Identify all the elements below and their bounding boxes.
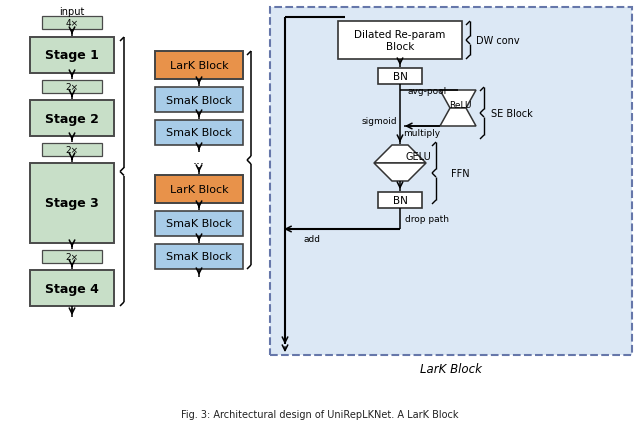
Polygon shape [440,109,476,127]
Text: drop path: drop path [405,215,449,224]
Bar [42,81,102,94]
Text: 2×: 2× [65,146,79,155]
Text: SE Block: SE Block [491,109,533,119]
Text: ReLU: ReLU [449,100,471,109]
Polygon shape [374,146,426,164]
Bar [42,144,102,157]
Text: SmaK Block: SmaK Block [166,128,232,138]
Text: multiply: multiply [403,128,440,137]
Text: GELU: GELU [405,152,431,161]
Text: Stage 3: Stage 3 [45,197,99,210]
Bar [42,250,102,263]
Text: avg-pool: avg-pool [408,87,447,96]
Bar [155,245,243,269]
Text: Dilated Re-param: Dilated Re-param [355,30,445,40]
Text: Stage 1: Stage 1 [45,49,99,62]
Text: ...: ... [193,154,205,167]
Text: SmaK Block: SmaK Block [166,252,232,262]
Text: input: input [60,7,84,17]
Text: SmaK Block: SmaK Block [166,219,232,229]
Text: SmaK Block: SmaK Block [166,95,232,105]
Bar [155,121,243,146]
Bar [30,101,114,137]
Text: 4×: 4× [65,19,79,28]
Bar [155,52,243,80]
Polygon shape [440,91,476,109]
Text: BN: BN [392,196,408,205]
Bar [42,17,102,30]
Bar [30,164,114,243]
Bar [270,8,632,355]
Text: FFN: FFN [451,169,469,178]
Bar [378,69,422,85]
Bar [30,271,114,306]
Text: 2×: 2× [65,83,79,92]
Text: Block: Block [386,42,414,52]
Bar [338,22,462,60]
Bar [155,176,243,204]
Text: LarK Block: LarK Block [420,363,482,376]
Text: LarK Block: LarK Block [170,184,228,195]
Text: add: add [303,235,320,244]
Text: Stage 4: Stage 4 [45,282,99,295]
Polygon shape [374,164,426,181]
Bar [378,193,422,208]
Text: LarK Block: LarK Block [170,61,228,71]
Text: 2×: 2× [65,253,79,262]
Text: Stage 2: Stage 2 [45,112,99,125]
Text: BN: BN [392,72,408,82]
Bar [155,88,243,113]
Text: Fig. 3: Architectural design of UniRepLKNet. A LarK Block: Fig. 3: Architectural design of UniRepLK… [181,409,459,419]
Bar [155,211,243,236]
Text: sigmoid: sigmoid [362,117,397,126]
Text: DW conv: DW conv [476,36,520,46]
Bar [30,38,114,74]
